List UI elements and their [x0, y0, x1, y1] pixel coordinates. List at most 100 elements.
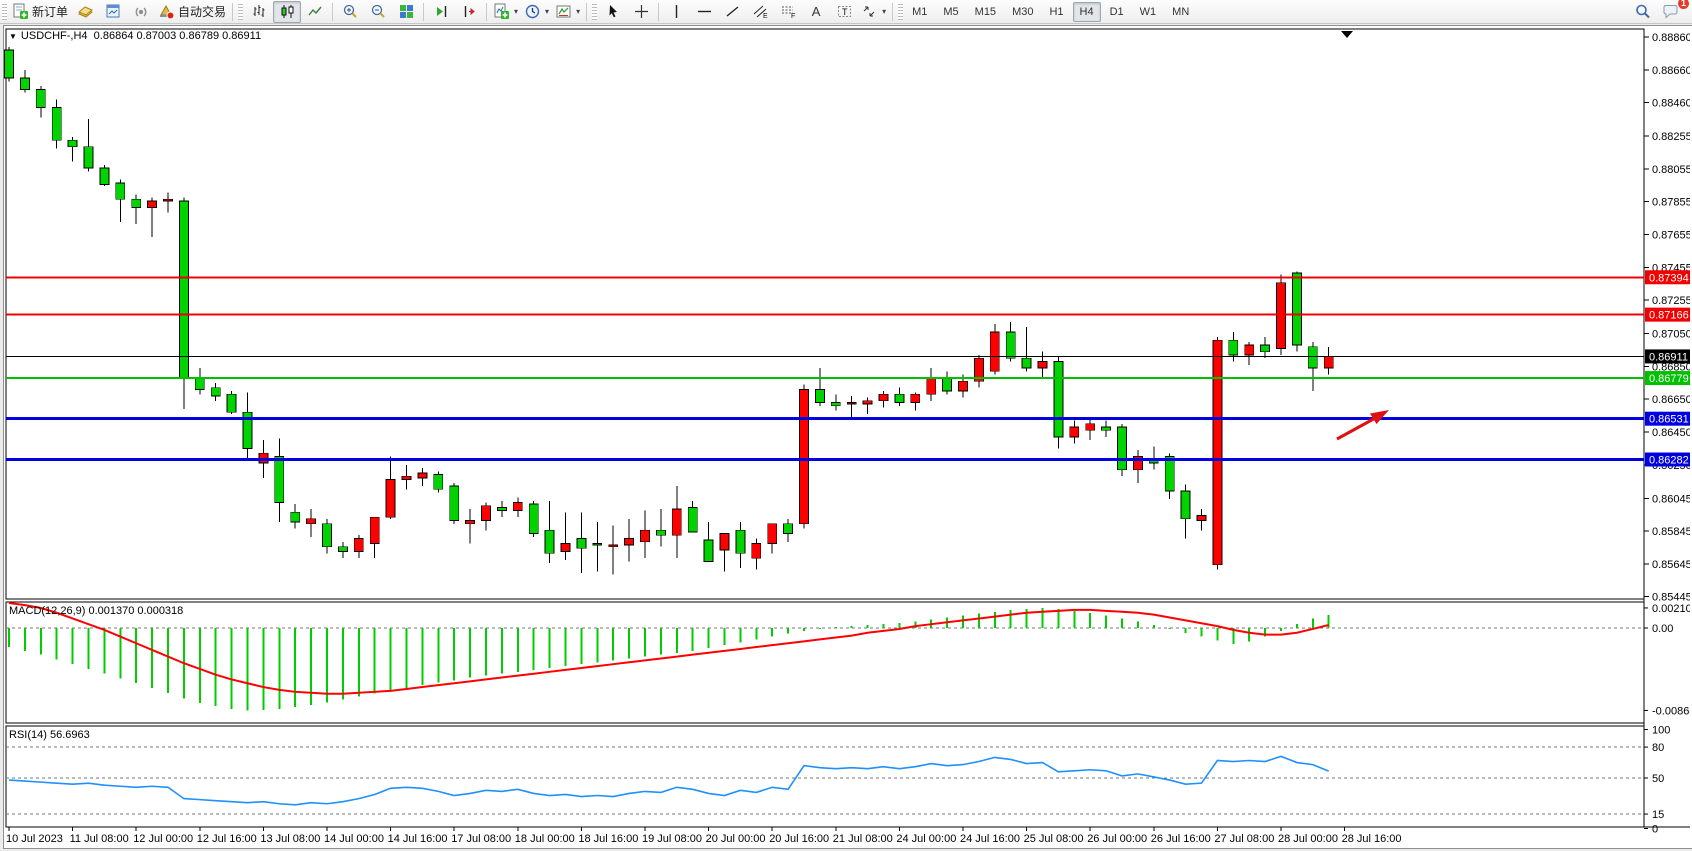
- svg-text:0.87655: 0.87655: [1652, 229, 1690, 241]
- profiles-button[interactable]: [71, 1, 99, 23]
- date-axis: 10 Jul 2023 11 Jul 08:00 12 Jul 00:00 12 Ju…: [6, 827, 1402, 845]
- chat-button[interactable]: 1: [1656, 0, 1689, 23]
- svg-text:12 Jul 16:00: 12 Jul 16:00: [197, 833, 257, 845]
- autotrade-button[interactable]: 自动交易: [155, 1, 229, 23]
- vertical-line-tool-button[interactable]: [662, 1, 690, 23]
- svg-text:0.88055: 0.88055: [1652, 164, 1690, 176]
- chart-shift-button[interactable]: [455, 1, 483, 23]
- new-order-label: 新订单: [32, 5, 69, 19]
- svg-text:0.87050: 0.87050: [1652, 329, 1690, 341]
- toolbar-grip[interactable]: [898, 3, 904, 20]
- svg-text:28 Jul 00:00: 28 Jul 00:00: [1278, 833, 1338, 845]
- svg-text:50: 50: [1652, 773, 1664, 785]
- toolbar-separator: [658, 2, 660, 21]
- svg-text:19 Jul 08:00: 19 Jul 08:00: [642, 833, 702, 845]
- tf-button-m1[interactable]: M1: [912, 5, 928, 18]
- svg-text:0.86850: 0.86850: [1652, 361, 1690, 373]
- fibonacci-tool-button[interactable]: F: [774, 1, 802, 23]
- trend-arrow-annotation: [1336, 410, 1389, 441]
- channel-tool-button[interactable]: E: [746, 1, 774, 23]
- chart-symbol-period: USDCHF-,H4: [20, 30, 88, 42]
- zoom-in-button[interactable]: [336, 1, 364, 23]
- svg-text:T: T: [842, 7, 848, 17]
- market-watch-button[interactable]: [99, 1, 127, 23]
- tile-windows-icon: [398, 3, 415, 20]
- periods-dropdown-caret: ▾: [545, 7, 550, 16]
- chart-collapse-icon[interactable]: ▼: [9, 32, 17, 41]
- svg-text:100: 100: [1652, 725, 1670, 737]
- bar-chart-button[interactable]: [245, 1, 273, 23]
- tf-button-h4[interactable]: H4: [1072, 1, 1101, 22]
- crosshair-tool-button[interactable]: [627, 1, 655, 23]
- indicators-dropdown-caret: ▾: [514, 7, 519, 16]
- svg-text:0.86450: 0.86450: [1652, 427, 1690, 439]
- svg-text:0.86911: 0.86911: [1649, 351, 1688, 363]
- toolbar-separator: [232, 2, 234, 21]
- cursor-tool-button[interactable]: [599, 1, 627, 23]
- tile-windows-button[interactable]: [392, 1, 420, 23]
- autotrade-icon: [158, 3, 175, 20]
- candlestick-chart-button[interactable]: [273, 0, 302, 23]
- svg-text:80: 80: [1652, 742, 1664, 754]
- periods-button[interactable]: ▾: [521, 1, 552, 23]
- vertical-line-icon: [668, 3, 685, 20]
- tf-button-mn[interactable]: MN: [1172, 5, 1190, 18]
- zoom-out-button[interactable]: [364, 1, 392, 23]
- indicators-icon: [493, 3, 510, 20]
- tf-button-m30[interactable]: M30: [1012, 5, 1034, 18]
- tf-button-d1[interactable]: D1: [1109, 5, 1124, 18]
- toolbar-separator: [892, 2, 894, 21]
- svg-text:0.85445: 0.85445: [1652, 592, 1690, 604]
- market-watch-icon: [105, 3, 122, 20]
- chart-window: 0.88860 0.88660 0.88460 0.88255 0.88055 0.878…: [3, 25, 1692, 849]
- svg-text:0.88660: 0.88660: [1652, 65, 1690, 77]
- tf-button-w1[interactable]: W1: [1139, 5, 1157, 18]
- panel-frames: [5, 28, 1690, 828]
- svg-text:0.86779: 0.86779: [1649, 373, 1689, 385]
- templates-button[interactable]: ▾: [552, 1, 583, 23]
- arrows-tool-button[interactable]: ▾: [858, 1, 889, 23]
- svg-text:11 Jul 08:00: 11 Jul 08:00: [70, 833, 129, 845]
- svg-text:E: E: [763, 13, 768, 20]
- toolbar-separator: [332, 2, 334, 21]
- svg-text:14 Jul 00:00: 14 Jul 00:00: [324, 833, 384, 845]
- chart-shift-marker[interactable]: [1341, 31, 1353, 38]
- zoom-in-icon: [342, 3, 359, 20]
- new-order-button[interactable]: 新订单: [9, 1, 71, 23]
- horizontal-line-icon: [696, 3, 713, 20]
- tf-button-h1[interactable]: H1: [1049, 5, 1064, 18]
- timeframe-group: M1 M5 M15 M30 H1 H4 D1 W1 MN: [905, 1, 1196, 22]
- svg-text:21 Jul 08:00: 21 Jul 08:00: [833, 833, 893, 845]
- fibonacci-icon: F: [780, 3, 797, 20]
- line-chart-button[interactable]: [301, 1, 329, 23]
- toolbar-grip[interactable]: [238, 3, 244, 20]
- svg-text:26 Jul 16:00: 26 Jul 16:00: [1151, 833, 1211, 845]
- search-button[interactable]: [1628, 1, 1656, 23]
- toolbar: 新订单 自动交易: [0, 0, 1692, 24]
- trendline-tool-button[interactable]: [718, 1, 746, 23]
- tf-button-m15[interactable]: M15: [974, 5, 997, 18]
- svg-text:25 Jul 08:00: 25 Jul 08:00: [1024, 833, 1084, 845]
- price-badges: 0.87394 0.87166 0.86911 0.86779 0.86531 0.862…: [1645, 270, 1690, 467]
- new-order-icon: [12, 3, 29, 20]
- text-tool-button[interactable]: A: [802, 1, 830, 23]
- toolbar-grip[interactable]: [592, 3, 598, 20]
- svg-text:27 Jul 08:00: 27 Jul 08:00: [1214, 833, 1274, 845]
- cursor-icon: [605, 3, 622, 20]
- candlestick-chart-icon: [279, 3, 296, 20]
- horizontal-line-tool-button[interactable]: [690, 1, 718, 23]
- indicators-button[interactable]: ▾: [490, 1, 521, 23]
- svg-text:-0.008658: -0.008658: [1652, 705, 1690, 717]
- trendline-icon: [724, 3, 741, 20]
- signals-button[interactable]: [127, 1, 155, 23]
- text-label-tool-button[interactable]: T: [830, 1, 858, 23]
- price-chart[interactable]: 0.88860 0.88660 0.88460 0.88255 0.88055 0.878…: [4, 26, 1690, 846]
- auto-scroll-button[interactable]: [427, 1, 455, 23]
- profiles-icon: [77, 3, 94, 20]
- toolbar-grip[interactable]: [2, 3, 7, 20]
- chart-title-bar: ▼ USDCHF-,H4 0.86864 0.87003 0.86789 0.86…: [9, 30, 261, 42]
- tf-button-m5[interactable]: M5: [943, 5, 959, 18]
- chat-notification-badge: 1: [1678, 0, 1689, 9]
- equidistant-channel-icon: E: [752, 3, 769, 20]
- svg-text:0.002106: 0.002106: [1652, 603, 1690, 615]
